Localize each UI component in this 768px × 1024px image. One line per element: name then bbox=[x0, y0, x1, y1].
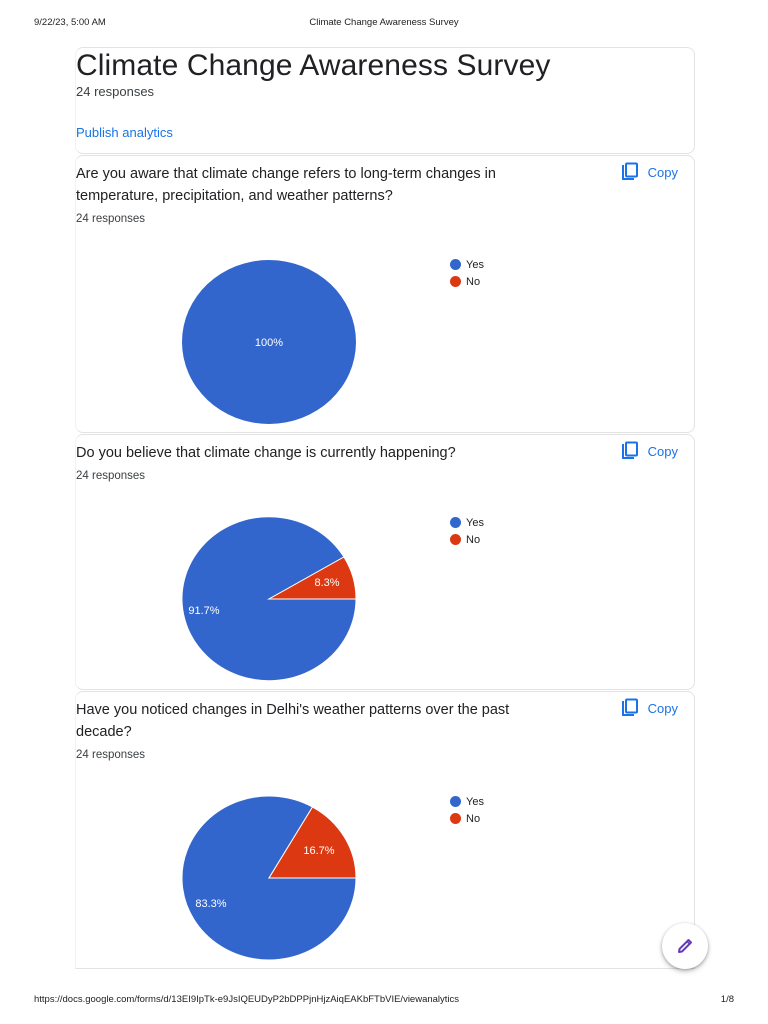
copy-chart-button[interactable]: Copy bbox=[620, 161, 678, 183]
copy-chart-button[interactable]: Copy bbox=[620, 697, 678, 719]
pie-chart-q2: 8.3% 91.7% bbox=[181, 516, 357, 682]
legend-item-yes: Yes bbox=[450, 514, 484, 531]
print-date: 9/22/23, 5:00 AM bbox=[34, 17, 106, 28]
legend-item-no: No bbox=[450, 273, 484, 290]
pie-label-yes: 91.7% bbox=[188, 605, 219, 617]
print-doc-title: Climate Change Awareness Survey bbox=[309, 17, 459, 28]
page-url: https://docs.google.com/forms/d/13EI9IpT… bbox=[34, 994, 460, 1005]
edit-form-button[interactable] bbox=[662, 923, 708, 969]
pie-slice-no bbox=[268, 806, 357, 879]
question-card-3: Have you noticed changes in Delhi's weat… bbox=[75, 691, 695, 969]
pie-label-yes: 100% bbox=[255, 337, 283, 349]
legend-item-no: No bbox=[450, 531, 484, 548]
pie-chart-q1: 100% bbox=[182, 260, 356, 424]
pie-label-yes: 83.3% bbox=[195, 898, 226, 910]
form-header-card: Climate Change Awareness Survey 24 respo… bbox=[75, 47, 695, 154]
legend-dot-icon bbox=[450, 517, 461, 528]
pie-label-no: 8.3% bbox=[314, 577, 339, 589]
pie-chart-q3: 16.7% 83.3% bbox=[181, 795, 357, 961]
copy-label: Copy bbox=[647, 700, 678, 716]
print-header: 9/22/23, 5:00 AM Climate Change Awarenes… bbox=[0, 17, 768, 31]
copy-chart-button[interactable]: Copy bbox=[620, 440, 678, 462]
legend-dot-icon bbox=[450, 276, 461, 287]
question-responses: 24 responses bbox=[76, 213, 146, 225]
legend-dot-icon bbox=[450, 796, 461, 807]
publish-analytics-link[interactable]: Publish analytics bbox=[76, 125, 173, 140]
legend-item-yes: Yes bbox=[450, 256, 484, 273]
copy-icon bbox=[621, 698, 638, 716]
pie-slice-no bbox=[267, 556, 357, 600]
copy-label: Copy bbox=[647, 164, 678, 180]
copy-label: Copy bbox=[647, 443, 678, 459]
chart-legend: Yes No bbox=[450, 514, 484, 548]
question-card-1: Are you aware that climate change refers… bbox=[75, 155, 695, 433]
page-number: 1/8 bbox=[720, 994, 734, 1005]
legend-dot-icon bbox=[450, 813, 461, 824]
legend-dot-icon bbox=[450, 534, 461, 545]
legend-item-no: No bbox=[450, 810, 484, 827]
form-title: Climate Change Awareness Survey bbox=[76, 49, 551, 82]
legend-item-yes: Yes bbox=[450, 793, 484, 810]
chart-legend: Yes No bbox=[450, 793, 484, 827]
question-responses: 24 responses bbox=[76, 749, 146, 761]
total-responses: 24 responses bbox=[76, 84, 155, 99]
legend-dot-icon bbox=[450, 259, 461, 270]
copy-icon bbox=[621, 162, 638, 180]
question-card-2: Do you believe that climate change is cu… bbox=[75, 434, 695, 690]
pie-slice-yes bbox=[182, 260, 356, 424]
question-title: Are you aware that climate change refers… bbox=[76, 166, 496, 204]
question-title: Do you believe that climate change is cu… bbox=[76, 445, 456, 461]
pencil-icon bbox=[678, 939, 692, 953]
question-responses: 24 responses bbox=[76, 470, 146, 482]
pie-label-no: 16.7% bbox=[303, 845, 334, 857]
chart-legend: Yes No bbox=[450, 256, 484, 290]
copy-icon bbox=[621, 441, 638, 459]
question-title: Have you noticed changes in Delhi's weat… bbox=[76, 702, 510, 740]
